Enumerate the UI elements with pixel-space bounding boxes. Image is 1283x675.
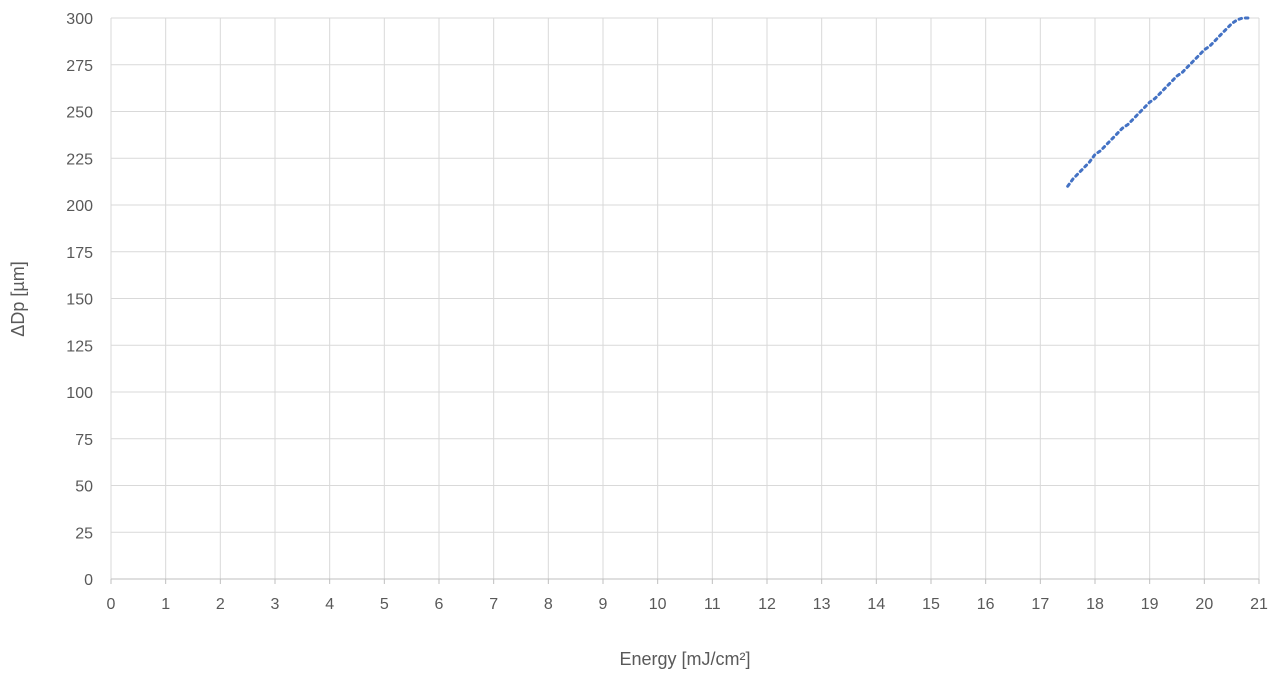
y-tick-label: 50 [75, 479, 93, 496]
x-tick-label: 9 [599, 596, 608, 613]
y-tick-label: 200 [66, 198, 93, 215]
y-tick-label: 175 [66, 245, 93, 262]
x-tick-label: 3 [271, 596, 280, 613]
y-tick-label: 150 [66, 292, 93, 309]
x-tick-label: 17 [1031, 596, 1049, 613]
x-tick-label: 8 [544, 596, 553, 613]
x-tick-label: 12 [758, 596, 776, 613]
x-tick-label: 1 [161, 596, 170, 613]
y-tick-label: 100 [66, 385, 93, 402]
x-tick-label: 7 [489, 596, 498, 613]
y-tick-label: 125 [66, 338, 93, 355]
x-tick-label: 4 [325, 596, 334, 613]
y-tick-label: 75 [75, 432, 93, 449]
grid [110, 17, 1260, 579]
y-tick-label: 0 [84, 572, 93, 589]
x-tick-label: 11 [704, 596, 721, 613]
y-tick-label: 275 [66, 58, 93, 75]
x-tick-label: 14 [867, 596, 885, 613]
x-tick-label: 20 [1195, 596, 1213, 613]
y-axis-title: ΔDp [µm] [8, 261, 28, 336]
x-tick-label: 21 [1250, 596, 1268, 613]
axes [110, 578, 1260, 584]
x-tick-label: 13 [813, 596, 831, 613]
y-tick-label: 225 [66, 151, 93, 168]
x-axis-title: Energy [mJ/cm²] [619, 649, 750, 669]
x-tick-label: 10 [649, 596, 667, 613]
x-tick-label: 6 [435, 596, 444, 613]
tick-labels: 0 1 2 3 4 5 6 7 8 9 10 11 12 13 14 15 16 17 18 19 20 21025507… [66, 11, 1268, 613]
series [1066, 16, 1250, 188]
y-tick-label: 300 [66, 11, 93, 28]
x-tick-label: 19 [1141, 596, 1159, 613]
x-tick-label: 18 [1086, 596, 1104, 613]
y-tick-label: 25 [75, 525, 93, 542]
x-tick-label: 2 [216, 596, 225, 613]
series-line [1066, 16, 1250, 188]
x-tick-label: 0 [107, 596, 116, 613]
x-tick-label: 15 [922, 596, 940, 613]
x-tick-label: 5 [380, 596, 389, 613]
x-tick-label: 16 [977, 596, 995, 613]
y-tick-label: 250 [66, 105, 93, 122]
